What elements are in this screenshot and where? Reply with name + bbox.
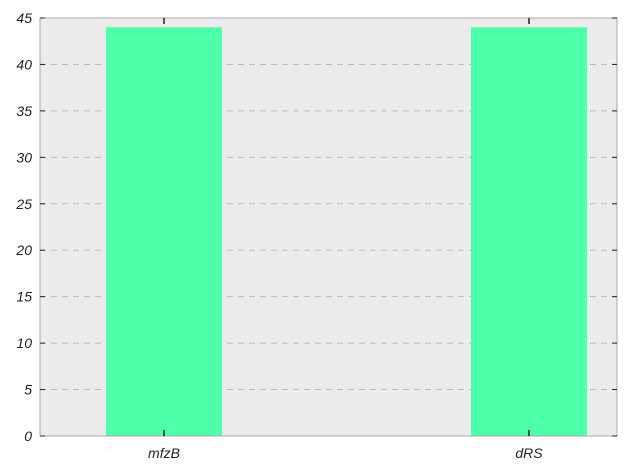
bar-mfzB xyxy=(106,27,222,437)
x-axis-tick-labels: mfzB dRS xyxy=(148,445,543,461)
y-tick-label: 45 xyxy=(16,10,32,26)
grid-lines xyxy=(40,63,617,391)
y-tick-label: 25 xyxy=(15,196,32,212)
x-tick-label: dRS xyxy=(515,445,543,461)
x-tick-label: mfzB xyxy=(148,445,180,461)
y-tick-label: 30 xyxy=(16,149,32,165)
y-tick-label: 20 xyxy=(15,242,32,258)
plot-frame xyxy=(39,17,618,437)
bar-dRS xyxy=(471,27,587,437)
bars xyxy=(106,27,587,437)
y-tick-label: 0 xyxy=(24,428,32,444)
y-tick-label: 5 xyxy=(24,382,32,398)
y-tick-label: 10 xyxy=(16,335,32,351)
y-axis-tick-labels: 0 5 10 15 20 25 30 35 40 45 xyxy=(15,10,32,444)
y-tick-label: 40 xyxy=(16,56,32,72)
y-tick-label: 35 xyxy=(16,103,32,119)
tick-marks xyxy=(40,17,617,437)
y-tick-label: 15 xyxy=(16,289,32,305)
